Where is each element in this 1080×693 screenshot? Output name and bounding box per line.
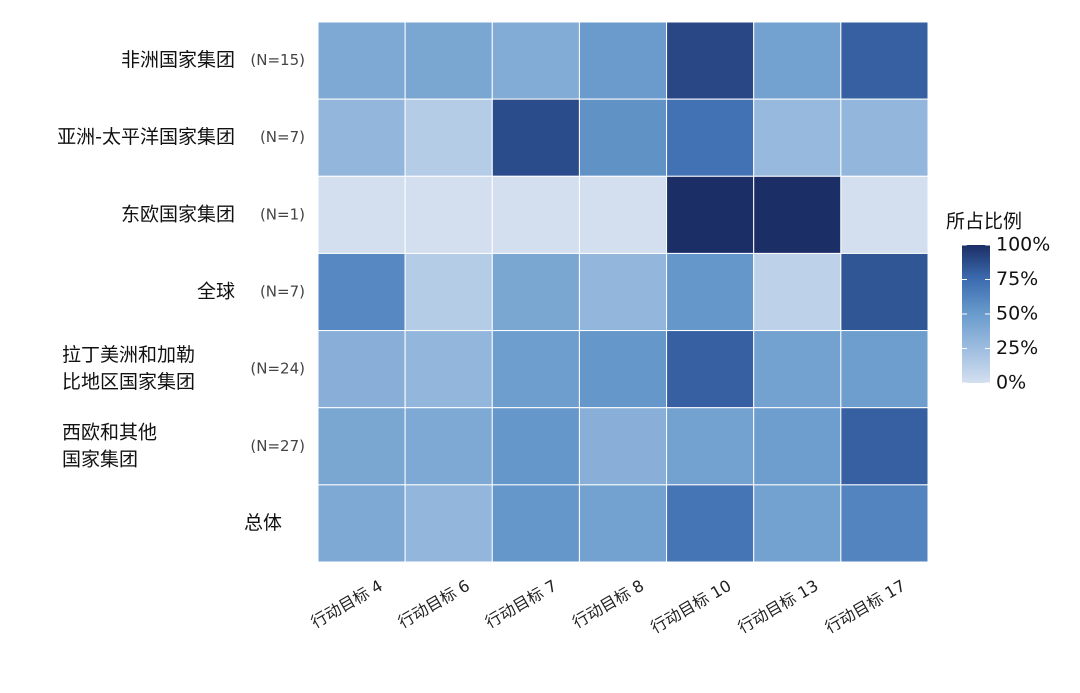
y-note: (N=24) bbox=[250, 360, 305, 378]
y-tick-label: 西欧和其他 bbox=[62, 421, 157, 443]
heat-cell bbox=[404, 21, 493, 100]
heat-cell bbox=[753, 252, 842, 332]
y-tick-label: 全球 bbox=[197, 281, 235, 303]
heat-cell bbox=[753, 21, 842, 100]
heat-cell bbox=[840, 252, 929, 332]
heat-cell bbox=[317, 98, 406, 177]
heat-cell bbox=[317, 484, 406, 563]
heat-cell bbox=[404, 407, 493, 486]
heat-cell bbox=[578, 98, 668, 177]
heat-cell bbox=[753, 484, 842, 563]
heat-cell bbox=[491, 484, 580, 563]
y-note: (N=7) bbox=[260, 283, 305, 301]
colorbar-label: 50% bbox=[996, 303, 1038, 325]
heat-cell bbox=[578, 330, 668, 409]
colorbar-label: 75% bbox=[996, 268, 1038, 290]
y-note: (N=1) bbox=[260, 205, 305, 223]
y-tick-label: 总体 bbox=[244, 512, 282, 534]
heat-cell bbox=[840, 98, 929, 177]
heat-cell bbox=[753, 175, 842, 254]
heat-cell bbox=[404, 175, 493, 254]
heat-cell bbox=[404, 330, 493, 409]
heat-cell bbox=[404, 98, 493, 177]
heat-cell bbox=[666, 175, 755, 254]
heat-cell bbox=[317, 252, 406, 332]
heat-cell bbox=[491, 98, 580, 177]
heat-cell bbox=[753, 330, 842, 409]
heat-cell bbox=[753, 98, 842, 177]
legend-title: 所占比例 bbox=[946, 211, 1022, 233]
y-tick-label: 亚洲-太平洋国家集团 bbox=[57, 126, 235, 148]
heat-cell bbox=[840, 407, 929, 486]
colorbar-label: 25% bbox=[996, 337, 1038, 359]
heat-cell bbox=[317, 175, 406, 254]
heat-cell bbox=[317, 21, 406, 100]
heat-cell bbox=[317, 330, 406, 409]
x-tick-label: 行动目标 6 bbox=[395, 576, 473, 632]
x-tick-label: 行动目标 17 bbox=[822, 576, 909, 637]
heat-cell bbox=[578, 175, 668, 254]
heat-cell bbox=[840, 21, 929, 100]
y-tick-label: 东欧国家集团 bbox=[121, 203, 235, 225]
heat-cell bbox=[666, 330, 755, 409]
x-tick-label: 行动目标 8 bbox=[569, 576, 647, 632]
x-tick-label: 行动目标 7 bbox=[482, 576, 560, 632]
x-tick-label: 行动目标 10 bbox=[647, 576, 734, 637]
heat-cell bbox=[404, 484, 493, 563]
heat-cell bbox=[578, 407, 668, 486]
heat-cell bbox=[578, 252, 668, 332]
heat-cell bbox=[840, 484, 929, 563]
heat-cell bbox=[666, 98, 755, 177]
y-tick-label: 拉丁美洲和加勒 bbox=[62, 344, 195, 366]
heat-cell bbox=[666, 484, 755, 563]
heat-cell bbox=[491, 252, 580, 332]
heat-cell bbox=[491, 330, 580, 409]
colorbar-label: 100% bbox=[996, 234, 1050, 256]
heat-cell bbox=[666, 21, 755, 100]
heat-cell bbox=[578, 484, 668, 563]
y-note: (N=15) bbox=[250, 51, 305, 69]
y-note: (N=7) bbox=[260, 128, 305, 146]
heat-cell bbox=[491, 175, 580, 254]
heat-cell bbox=[840, 175, 929, 254]
y-tick-label: 国家集团 bbox=[62, 448, 138, 470]
y-tick-label: 比地区国家集团 bbox=[62, 371, 195, 393]
colorbar-label: 0% bbox=[996, 372, 1026, 394]
heat-cell bbox=[840, 330, 929, 409]
y-note: (N=27) bbox=[250, 437, 305, 455]
x-tick-label: 行动目标 13 bbox=[735, 576, 822, 637]
y-tick-label: 非洲国家集团 bbox=[121, 49, 235, 71]
heat-cell bbox=[317, 407, 406, 486]
heat-cell bbox=[753, 407, 842, 486]
heat-cell bbox=[578, 21, 668, 100]
x-tick-label: 行动目标 4 bbox=[308, 576, 386, 632]
heat-cell bbox=[491, 407, 580, 486]
heat-cell bbox=[491, 21, 580, 100]
heat-cell bbox=[666, 252, 755, 332]
heat-cell bbox=[666, 407, 755, 486]
heat-cell bbox=[404, 252, 493, 332]
